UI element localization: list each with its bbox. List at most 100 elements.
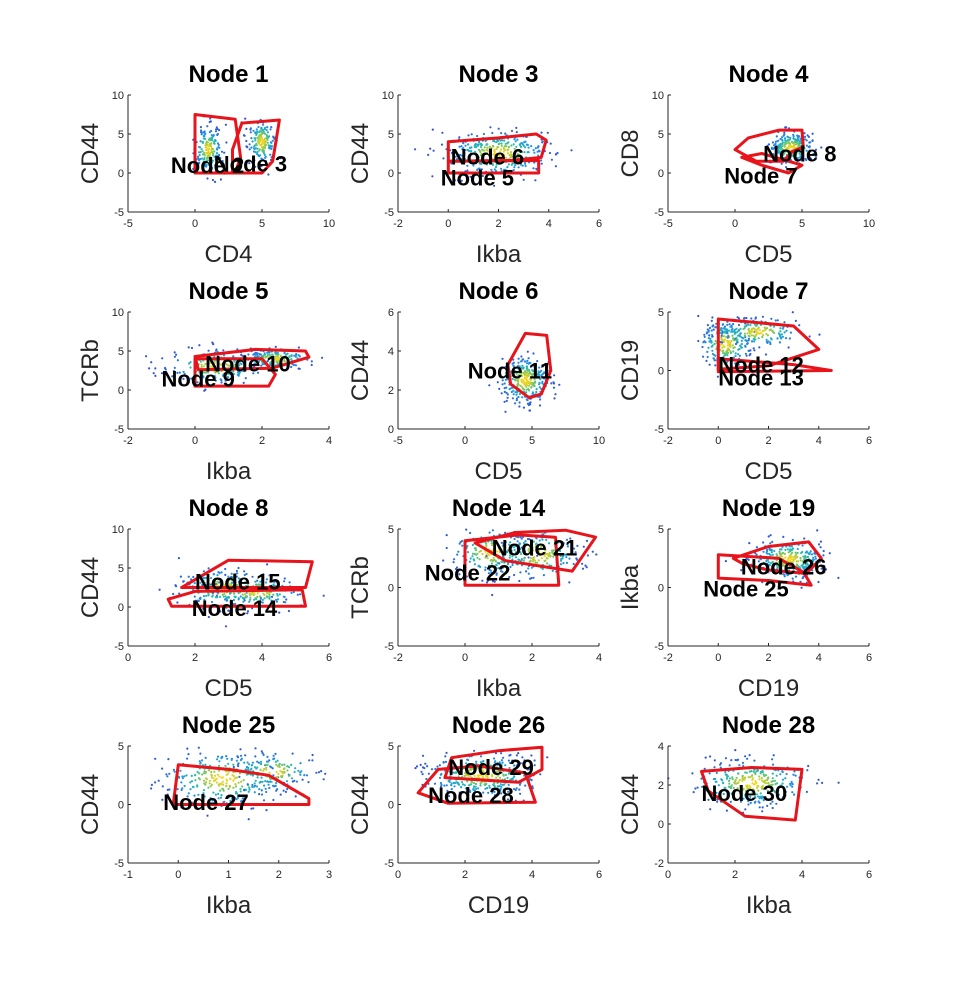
y-tick-label: 2 <box>388 385 394 397</box>
scatter-point <box>743 317 746 320</box>
scatter-point <box>787 141 791 144</box>
gate-polygon[interactable] <box>180 558 314 589</box>
scatter-point <box>158 588 161 591</box>
scatter-point <box>268 353 271 356</box>
scatter-point <box>758 329 762 332</box>
scatter-point <box>703 333 706 336</box>
y-tick-label: 5 <box>118 741 124 753</box>
scatter-point <box>731 777 734 781</box>
y-tick-label: -5 <box>114 424 124 436</box>
scatter-point <box>525 388 528 391</box>
scatter-point <box>199 146 202 149</box>
scatter-point <box>207 592 210 595</box>
scatter-point <box>293 770 296 774</box>
scatter-point <box>267 783 270 786</box>
scatter-point <box>521 367 524 370</box>
scatter-point <box>262 753 265 757</box>
scatter-point <box>725 809 729 812</box>
x-tick-label: 0 <box>192 435 198 447</box>
scatter-point <box>732 346 735 350</box>
gate-polygon[interactable] <box>506 331 553 400</box>
scatter-point <box>261 158 264 161</box>
scatter-point <box>283 763 286 766</box>
scatter-point <box>509 554 512 557</box>
scatter-point <box>458 573 461 576</box>
scatter-point <box>154 757 157 760</box>
x-tick-label: 10 <box>593 435 605 447</box>
scatter-point <box>478 558 481 561</box>
gate-polygon[interactable] <box>446 159 541 175</box>
gate-polygon[interactable] <box>193 357 277 388</box>
scatter-point <box>490 147 493 150</box>
scatter-point <box>265 134 269 138</box>
scatter-point <box>708 772 711 775</box>
gate-polygon[interactable] <box>716 357 833 374</box>
scatter-point <box>512 169 515 172</box>
scatter-point <box>787 150 790 154</box>
scatter-point <box>499 150 502 153</box>
scatter-point <box>473 749 476 752</box>
scatter-point <box>510 129 514 133</box>
scatter-point <box>526 359 529 362</box>
scatter-point <box>765 338 768 341</box>
y-tick-label: 0 <box>118 800 124 812</box>
scatter-point <box>570 149 573 152</box>
scatter-point <box>502 551 505 554</box>
x-axis-label: CD4 <box>204 241 252 268</box>
scatter-point <box>708 340 711 343</box>
scatter-point <box>788 144 791 147</box>
scatter-point <box>704 341 707 344</box>
scatter-point <box>228 592 232 595</box>
scatter-point <box>245 145 248 148</box>
scatter-point <box>213 140 216 143</box>
scatter-point <box>252 147 255 150</box>
x-tick-label: 2 <box>276 869 282 881</box>
scatter-point <box>256 150 259 153</box>
gate-polygon[interactable] <box>733 128 805 163</box>
scatter-point <box>173 355 176 358</box>
scatter-point <box>505 145 508 148</box>
scatter-point <box>721 349 725 352</box>
scatter-point <box>262 573 265 576</box>
scatter-point <box>766 334 770 337</box>
scatter-point <box>438 776 442 780</box>
scatter-point <box>817 543 821 546</box>
scatter-point <box>267 173 270 176</box>
scatter-point <box>258 130 261 133</box>
scatter-point <box>182 580 185 583</box>
x-tick-label: 0 <box>462 652 468 664</box>
scatter-point <box>227 609 230 612</box>
scatter-point <box>238 364 241 367</box>
gate-polygon[interactable] <box>166 588 307 608</box>
scatter-point <box>290 355 293 358</box>
scatter-point <box>442 760 445 764</box>
gate-polygon[interactable] <box>231 118 281 175</box>
scatter-point <box>204 362 207 365</box>
scatter-point <box>511 563 514 567</box>
scatter-point <box>488 145 491 148</box>
scatter-point <box>501 383 504 386</box>
x-axis-label: Ikba <box>746 892 792 919</box>
scatter-point <box>260 601 263 604</box>
scatter-point <box>187 346 190 349</box>
scatter-point <box>784 548 787 552</box>
scatter-point <box>536 360 539 363</box>
scatter-point <box>493 539 496 543</box>
scatter-point <box>206 177 209 180</box>
scatter-point <box>234 783 237 786</box>
scatter-point <box>245 127 248 130</box>
scatter-point <box>794 140 797 143</box>
scatter-point <box>199 360 202 363</box>
scatter-point <box>168 772 171 775</box>
scatter-point <box>259 140 262 143</box>
scatter-point <box>265 129 268 132</box>
scatter-point <box>498 142 501 145</box>
scatter-point <box>523 383 526 386</box>
scatter-point <box>491 544 494 547</box>
gate-polygon[interactable] <box>193 347 311 372</box>
gate-polygon[interactable] <box>740 152 804 175</box>
scatter-point <box>789 331 793 334</box>
scatter-point <box>439 773 442 776</box>
scatter-point <box>259 780 262 784</box>
scatter-point <box>728 777 732 780</box>
